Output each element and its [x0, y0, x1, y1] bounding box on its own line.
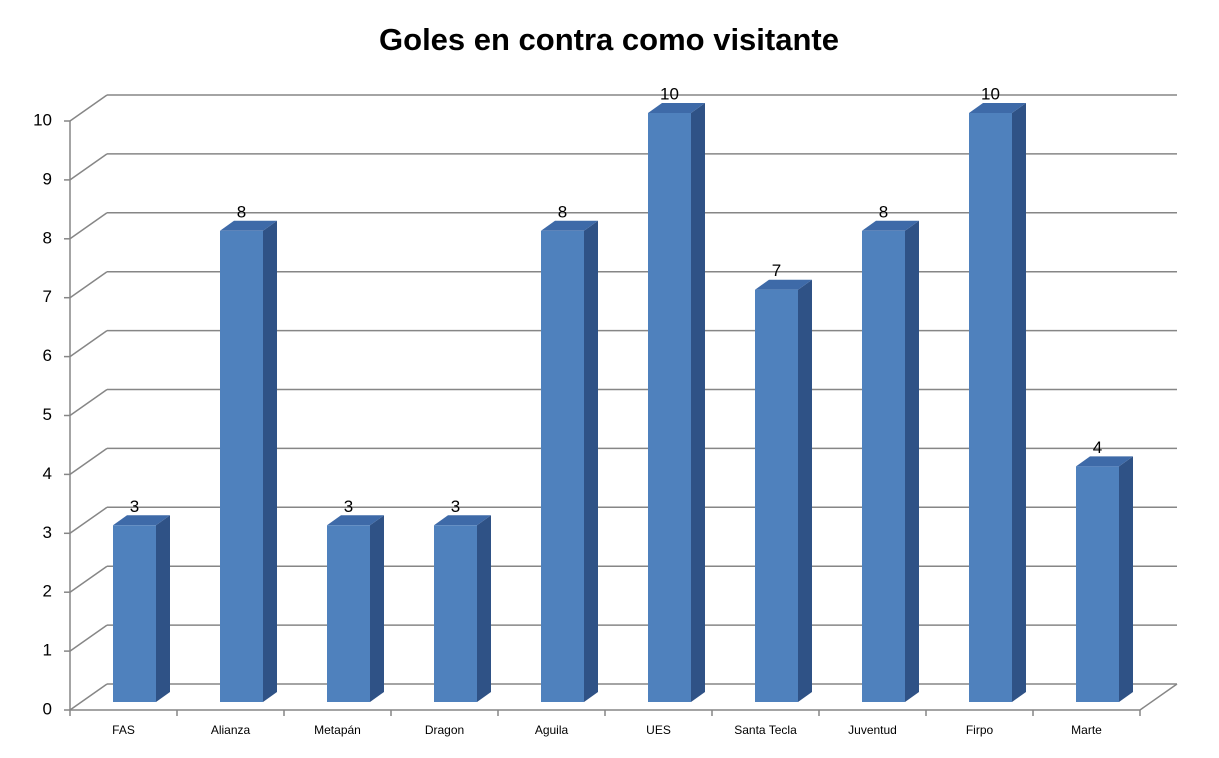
y-tick-label: 2: [43, 582, 52, 601]
bar-top: [220, 220, 277, 231]
x-tick-label: UES: [646, 723, 671, 737]
grid-line: [69, 388, 108, 417]
bar: [327, 525, 370, 702]
data-label: 10: [981, 84, 1000, 103]
bar: [113, 525, 156, 702]
y-tick-label: 5: [43, 405, 52, 424]
bar-top: [862, 220, 919, 231]
bar-top: [648, 103, 705, 113]
bar-side: [905, 220, 919, 703]
bar-side: [798, 279, 812, 702]
bar-top: [327, 515, 384, 526]
bar-top: [969, 103, 1026, 113]
x-tick-label: Aguila: [535, 723, 569, 737]
bar: [755, 289, 798, 702]
bar-side: [1012, 103, 1026, 702]
y-tick-label: 9: [43, 169, 52, 188]
y-tick-label: 0: [43, 699, 52, 718]
grid-line: [69, 94, 108, 122]
data-label: 3: [451, 497, 460, 516]
grid-line: [69, 506, 108, 534]
grid-line: [69, 683, 108, 711]
bar: [969, 113, 1012, 702]
bar: [434, 525, 477, 702]
bar-top: [434, 515, 491, 526]
data-label: 3: [130, 497, 139, 516]
bar: [862, 230, 905, 703]
bar: [220, 230, 263, 703]
data-label: 3: [344, 497, 353, 516]
data-label: 4: [1093, 438, 1102, 457]
grid-line: [69, 271, 108, 299]
bar-top: [1076, 456, 1133, 467]
y-tick-label: 7: [43, 287, 52, 306]
bar-top: [113, 515, 170, 526]
bar-side: [477, 515, 491, 702]
y-tick-label: 6: [43, 346, 52, 365]
grid-line: [69, 565, 108, 593]
chart-title: Goles en contra como visitante: [379, 22, 839, 57]
x-tick-label: Marte: [1071, 723, 1102, 737]
y-tick-label: 8: [43, 228, 52, 247]
bar-side: [370, 515, 384, 702]
bar-side: [1119, 456, 1133, 702]
x-tick-label: Dragon: [425, 723, 464, 737]
x-tick-label: Alianza: [211, 723, 251, 737]
x-tick-label: Firpo: [966, 723, 994, 737]
y-tick-label: 4: [43, 464, 52, 483]
bar: [648, 113, 691, 702]
bar-side: [263, 220, 277, 703]
x-tick-label: Juventud: [848, 723, 897, 737]
bar-side: [156, 515, 170, 702]
bar-top: [755, 279, 812, 290]
grid-line: [69, 329, 108, 358]
bar: [541, 230, 584, 703]
bar-top: [541, 220, 598, 231]
grid-line: [69, 447, 108, 476]
bar: [1076, 466, 1119, 702]
data-label: 8: [879, 202, 888, 221]
bar-side: [691, 103, 705, 702]
grid-line: [69, 212, 108, 240]
x-tick-label: Metapán: [314, 723, 361, 737]
x-tick-label: FAS: [112, 723, 135, 737]
grid-line: [69, 153, 108, 181]
data-label: 8: [558, 202, 567, 221]
y-tick-label: 10: [33, 110, 52, 129]
data-label: 7: [772, 261, 781, 280]
y-tick-label: 1: [43, 641, 52, 660]
bar-side: [584, 220, 598, 703]
grid-line: [69, 624, 108, 652]
y-tick-label: 3: [43, 523, 52, 542]
data-label: 8: [237, 202, 246, 221]
x-tick-label: Santa Tecla: [734, 723, 797, 737]
data-label: 10: [660, 84, 679, 103]
